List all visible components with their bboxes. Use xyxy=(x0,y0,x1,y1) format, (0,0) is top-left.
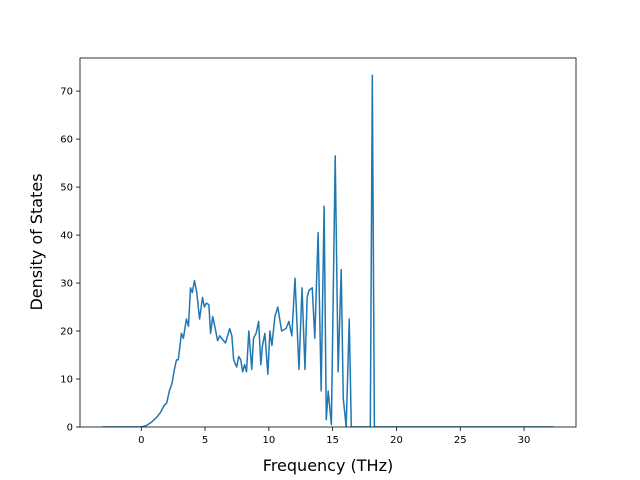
x-tick-label: 10 xyxy=(262,435,275,446)
x-tick-label: 20 xyxy=(390,435,403,446)
data-line xyxy=(102,74,554,427)
y-tick-label: 10 xyxy=(60,375,73,386)
y-tick-label: 40 xyxy=(60,231,73,242)
y-tick-label: 20 xyxy=(60,327,73,338)
x-tick-label: 30 xyxy=(518,435,531,446)
x-tick-label: 0 xyxy=(138,435,144,446)
y-tick-label: 50 xyxy=(60,183,73,194)
y-tick-label: 30 xyxy=(60,279,73,290)
x-tick-label: 25 xyxy=(454,435,467,446)
plot-frame xyxy=(79,57,577,428)
y-tick-label: 0 xyxy=(67,423,73,434)
x-tick-label: 5 xyxy=(202,435,208,446)
x-axis-label: Frequency (THz) xyxy=(263,456,393,475)
y-tick-label: 70 xyxy=(60,87,73,98)
y-tick-label: 60 xyxy=(60,135,73,146)
x-tick-label: 15 xyxy=(326,435,339,446)
y-axis-label: Density of States xyxy=(27,173,46,310)
